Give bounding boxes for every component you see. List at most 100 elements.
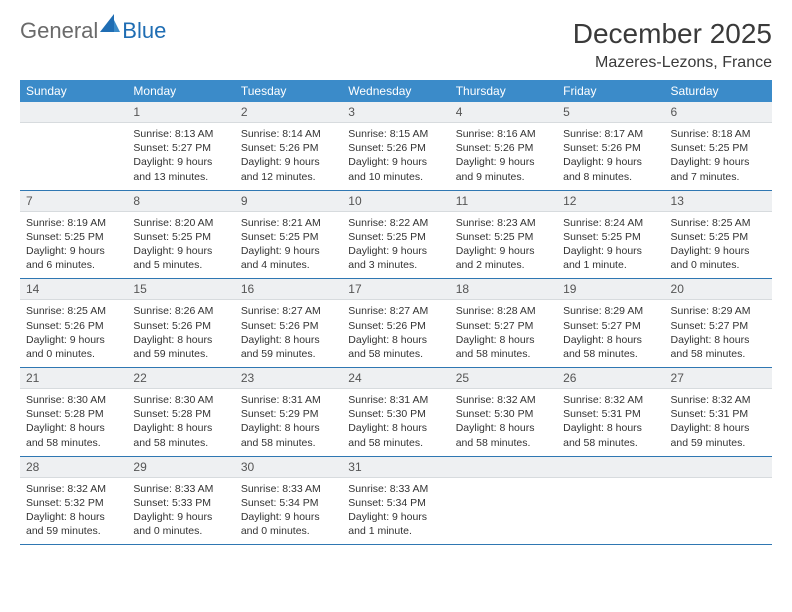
day-number: 3 [342,102,449,123]
sunset-text: Sunset: 5:26 PM [26,319,121,333]
day-number: 11 [450,191,557,212]
calendar-cell: 16Sunrise: 8:27 AMSunset: 5:26 PMDayligh… [235,279,342,368]
sunrise-text: Sunrise: 8:29 AM [671,304,766,318]
calendar-cell: 12Sunrise: 8:24 AMSunset: 5:25 PMDayligh… [557,190,664,279]
day-content: Sunrise: 8:33 AMSunset: 5:34 PMDaylight:… [235,478,342,545]
day-number: 19 [557,279,664,300]
day-content: Sunrise: 8:27 AMSunset: 5:26 PMDaylight:… [342,300,449,367]
sunset-text: Sunset: 5:34 PM [241,496,336,510]
sunset-text: Sunset: 5:28 PM [26,407,121,421]
sunrise-text: Sunrise: 8:33 AM [348,482,443,496]
sunrise-text: Sunrise: 8:29 AM [563,304,658,318]
day-number-empty [20,102,127,123]
day-content: Sunrise: 8:26 AMSunset: 5:26 PMDaylight:… [127,300,234,367]
sunrise-text: Sunrise: 8:30 AM [26,393,121,407]
daylight-text: Daylight: 9 hours and 0 minutes. [26,333,121,361]
brand-part1: General [20,18,98,44]
daylight-text: Daylight: 9 hours and 7 minutes. [671,155,766,183]
day-content: Sunrise: 8:31 AMSunset: 5:30 PMDaylight:… [342,389,449,456]
daylight-text: Daylight: 9 hours and 10 minutes. [348,155,443,183]
sunrise-text: Sunrise: 8:31 AM [241,393,336,407]
calendar-cell: 27Sunrise: 8:32 AMSunset: 5:31 PMDayligh… [665,368,772,457]
daylight-text: Daylight: 8 hours and 59 minutes. [241,333,336,361]
day-number: 24 [342,368,449,389]
sunset-text: Sunset: 5:27 PM [563,319,658,333]
calendar-cell: 17Sunrise: 8:27 AMSunset: 5:26 PMDayligh… [342,279,449,368]
sunrise-text: Sunrise: 8:32 AM [26,482,121,496]
sunrise-text: Sunrise: 8:32 AM [456,393,551,407]
day-number: 31 [342,457,449,478]
sunset-text: Sunset: 5:25 PM [241,230,336,244]
sunset-text: Sunset: 5:26 PM [348,319,443,333]
calendar-cell: 25Sunrise: 8:32 AMSunset: 5:30 PMDayligh… [450,368,557,457]
sunset-text: Sunset: 5:25 PM [348,230,443,244]
calendar-cell: 29Sunrise: 8:33 AMSunset: 5:33 PMDayligh… [127,456,234,545]
day-content: Sunrise: 8:13 AMSunset: 5:27 PMDaylight:… [127,123,234,190]
weekday-header: Thursday [450,80,557,102]
daylight-text: Daylight: 9 hours and 13 minutes. [133,155,228,183]
calendar-cell: 21Sunrise: 8:30 AMSunset: 5:28 PMDayligh… [20,368,127,457]
weekday-header: Tuesday [235,80,342,102]
sunset-text: Sunset: 5:26 PM [133,319,228,333]
daylight-text: Daylight: 8 hours and 58 minutes. [563,333,658,361]
calendar-cell: 24Sunrise: 8:31 AMSunset: 5:30 PMDayligh… [342,368,449,457]
sunrise-text: Sunrise: 8:20 AM [133,216,228,230]
day-content: Sunrise: 8:28 AMSunset: 5:27 PMDaylight:… [450,300,557,367]
day-number: 7 [20,191,127,212]
day-number: 5 [557,102,664,123]
sunset-text: Sunset: 5:28 PM [133,407,228,421]
day-number: 20 [665,279,772,300]
sunrise-text: Sunrise: 8:18 AM [671,127,766,141]
calendar-cell: 28Sunrise: 8:32 AMSunset: 5:32 PMDayligh… [20,456,127,545]
day-content: Sunrise: 8:29 AMSunset: 5:27 PMDaylight:… [665,300,772,367]
sunrise-text: Sunrise: 8:19 AM [26,216,121,230]
sunrise-text: Sunrise: 8:21 AM [241,216,336,230]
weekday-header: Saturday [665,80,772,102]
daylight-text: Daylight: 8 hours and 58 minutes. [456,421,551,449]
sunset-text: Sunset: 5:25 PM [563,230,658,244]
sunset-text: Sunset: 5:31 PM [671,407,766,421]
day-number: 2 [235,102,342,123]
day-content: Sunrise: 8:33 AMSunset: 5:33 PMDaylight:… [127,478,234,545]
day-content: Sunrise: 8:16 AMSunset: 5:26 PMDaylight:… [450,123,557,190]
day-number: 27 [665,368,772,389]
calendar-cell: 30Sunrise: 8:33 AMSunset: 5:34 PMDayligh… [235,456,342,545]
calendar-header-row: SundayMondayTuesdayWednesdayThursdayFrid… [20,80,772,102]
sunrise-text: Sunrise: 8:13 AM [133,127,228,141]
calendar-cell: 2Sunrise: 8:14 AMSunset: 5:26 PMDaylight… [235,102,342,190]
sunset-text: Sunset: 5:25 PM [456,230,551,244]
calendar-cell: 31Sunrise: 8:33 AMSunset: 5:34 PMDayligh… [342,456,449,545]
day-number: 12 [557,191,664,212]
daylight-text: Daylight: 8 hours and 58 minutes. [456,333,551,361]
sunset-text: Sunset: 5:26 PM [241,319,336,333]
day-content: Sunrise: 8:20 AMSunset: 5:25 PMDaylight:… [127,212,234,279]
sunrise-text: Sunrise: 8:30 AM [133,393,228,407]
day-content: Sunrise: 8:15 AMSunset: 5:26 PMDaylight:… [342,123,449,190]
day-content: Sunrise: 8:32 AMSunset: 5:31 PMDaylight:… [557,389,664,456]
sunset-text: Sunset: 5:32 PM [26,496,121,510]
daylight-text: Daylight: 8 hours and 58 minutes. [348,421,443,449]
day-number: 26 [557,368,664,389]
day-content: Sunrise: 8:32 AMSunset: 5:31 PMDaylight:… [665,389,772,456]
sunrise-text: Sunrise: 8:25 AM [26,304,121,318]
day-number: 10 [342,191,449,212]
daylight-text: Daylight: 9 hours and 0 minutes. [671,244,766,272]
day-content: Sunrise: 8:14 AMSunset: 5:26 PMDaylight:… [235,123,342,190]
daylight-text: Daylight: 9 hours and 2 minutes. [456,244,551,272]
calendar-cell: 7Sunrise: 8:19 AMSunset: 5:25 PMDaylight… [20,190,127,279]
sunset-text: Sunset: 5:27 PM [133,141,228,155]
sunset-text: Sunset: 5:25 PM [133,230,228,244]
day-content: Sunrise: 8:33 AMSunset: 5:34 PMDaylight:… [342,478,449,545]
daylight-text: Daylight: 8 hours and 58 minutes. [26,421,121,449]
sunset-text: Sunset: 5:26 PM [348,141,443,155]
sunrise-text: Sunrise: 8:27 AM [348,304,443,318]
calendar-cell [450,456,557,545]
header: General Blue December 2025 Mazeres-Lezon… [20,18,772,72]
day-number: 14 [20,279,127,300]
day-number: 8 [127,191,234,212]
daylight-text: Daylight: 9 hours and 0 minutes. [133,510,228,538]
daylight-text: Daylight: 8 hours and 59 minutes. [26,510,121,538]
sunrise-text: Sunrise: 8:33 AM [241,482,336,496]
sunrise-text: Sunrise: 8:23 AM [456,216,551,230]
calendar-cell [20,102,127,190]
